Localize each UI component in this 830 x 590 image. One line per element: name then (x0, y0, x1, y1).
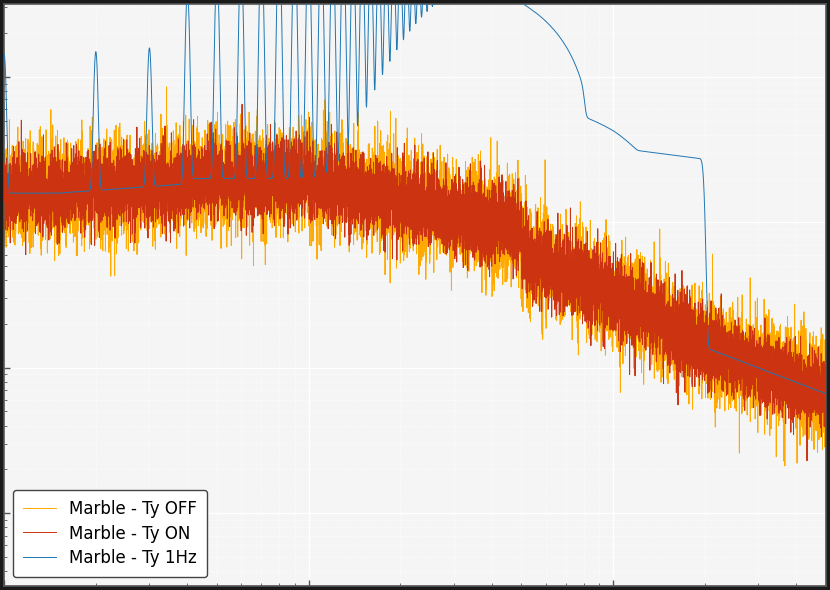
Marble - Ty ON (33, 183, 43, 191)
Marble - Ty 1Hz (778, 373, 788, 381)
Marble - Ty OFF (821, 396, 830, 403)
Marble - Ty 1Hz (2, 160, 12, 167)
Marble - Ty 1Hz (821, 390, 830, 397)
Legend: Marble - Ty OFF, Marble - Ty ON, Marble - Ty 1Hz: Marble - Ty OFF, Marble - Ty ON, Marble … (12, 490, 207, 578)
Marble - Ty 1Hz (160, 182, 170, 189)
Marble - Ty OFF (162, 83, 172, 90)
Marble - Ty ON (802, 457, 812, 464)
Marble - Ty ON (401, 186, 411, 194)
Marble - Ty OFF (401, 181, 411, 188)
Line: Marble - Ty ON: Marble - Ty ON (4, 104, 826, 461)
Marble - Ty 1Hz (48, 189, 58, 196)
Marble - Ty ON (160, 183, 170, 190)
Marble - Ty OFF (2, 193, 12, 200)
Marble - Ty ON (48, 198, 58, 205)
Marble - Ty ON (237, 101, 247, 108)
Marble - Ty OFF (0, 184, 9, 191)
Marble - Ty ON (778, 366, 788, 373)
Marble - Ty 1Hz (0, 51, 9, 58)
Marble - Ty OFF (33, 196, 43, 204)
Marble - Ty ON (821, 378, 830, 385)
Marble - Ty OFF (780, 463, 790, 470)
Line: Marble - Ty OFF: Marble - Ty OFF (4, 87, 826, 466)
Marble - Ty ON (2, 204, 12, 211)
Marble - Ty OFF (48, 184, 58, 191)
Marble - Ty OFF (778, 400, 788, 407)
Marble - Ty OFF (160, 182, 170, 189)
Marble - Ty 1Hz (33, 189, 43, 196)
Line: Marble - Ty 1Hz: Marble - Ty 1Hz (4, 0, 826, 394)
Marble - Ty ON (0, 181, 9, 188)
